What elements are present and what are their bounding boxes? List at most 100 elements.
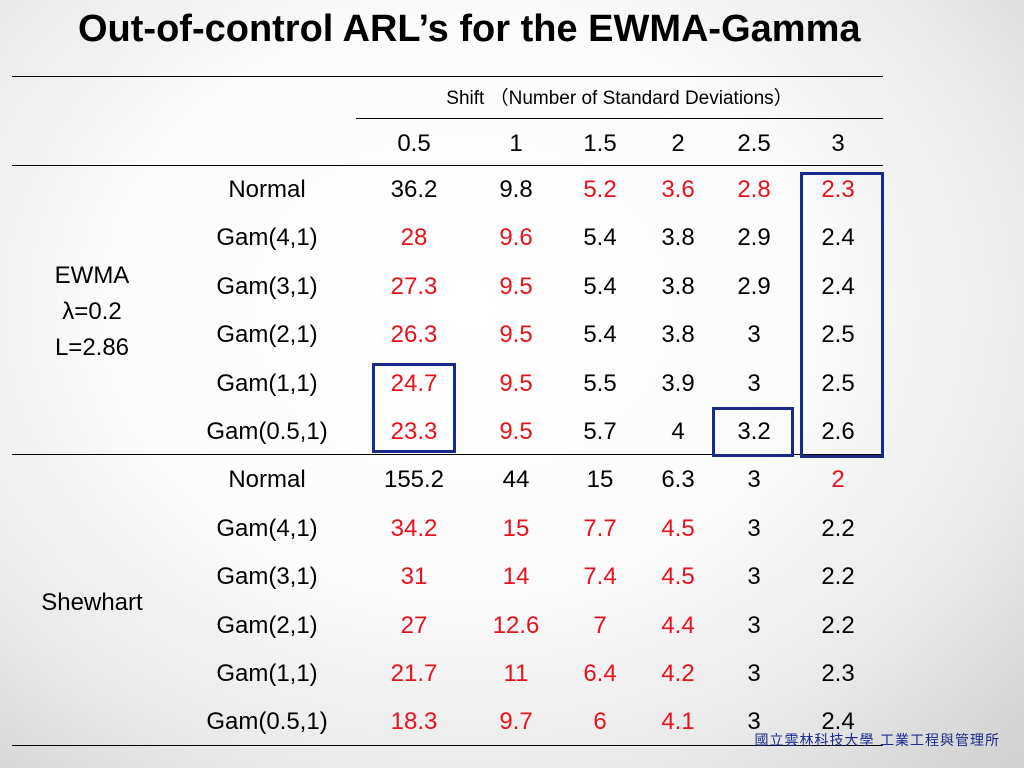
shift-col-header: 2.5 bbox=[737, 130, 771, 157]
arl-value-cell: 24.7 bbox=[390, 369, 438, 397]
arl-value-cell: 21.7 bbox=[390, 660, 438, 687]
highlight-box-col05 bbox=[372, 363, 456, 453]
arl-value-cell: 2.3 bbox=[821, 176, 855, 203]
arl-value-cell: 9.7 bbox=[499, 708, 533, 736]
arl-value-cell: 4.4 bbox=[661, 611, 695, 639]
arl-value-cell: 4 bbox=[671, 418, 685, 445]
arl-value-cell: 3 bbox=[747, 708, 761, 736]
arl-value-cell: 3.2 bbox=[737, 418, 771, 445]
arl-value-cell: 9.6 bbox=[499, 224, 533, 252]
arl-value-cell: 28 bbox=[400, 224, 428, 252]
arl-value-cell: 26.3 bbox=[390, 321, 438, 349]
group-label-line: λ=0.2 bbox=[62, 298, 122, 326]
arl-value-cell: 27.3 bbox=[390, 272, 438, 300]
arl-value-cell: 2.3 bbox=[821, 660, 855, 687]
arl-value-cell: 15 bbox=[586, 466, 614, 494]
arl-value-cell: 3 bbox=[747, 514, 761, 542]
shift-col-header: 2 bbox=[671, 130, 685, 157]
shift-col-header: 1 bbox=[509, 130, 523, 157]
shift-col-header: 0.5 bbox=[397, 130, 431, 157]
arl-value-cell: 9.5 bbox=[499, 418, 533, 445]
arl-value-cell: 2.9 bbox=[737, 272, 771, 300]
group-label-line: EWMA bbox=[54, 262, 130, 290]
arl-value-cell: 7.4 bbox=[583, 563, 617, 591]
shift-header: Shift （Number of Standard Deviations） bbox=[446, 88, 793, 109]
table-top-rule bbox=[12, 76, 883, 77]
arl-value-cell: 4.5 bbox=[661, 563, 695, 591]
row-label: Gam(2,1) bbox=[216, 611, 318, 639]
highlight-box-col3 bbox=[800, 172, 884, 458]
shift-header-rule bbox=[356, 118, 883, 119]
arl-value-cell: 3 bbox=[747, 660, 761, 687]
arl-value-cell: 155.2 bbox=[383, 466, 445, 494]
arl-value-cell: 4.1 bbox=[661, 708, 695, 736]
arl-value-cell: 2.5 bbox=[821, 369, 855, 397]
arl-value-cell: 3 bbox=[747, 611, 761, 639]
arl-value-cell: 2.5 bbox=[821, 321, 855, 349]
arl-value-cell: 9.8 bbox=[499, 176, 533, 203]
arl-value-cell: 3.6 bbox=[661, 176, 695, 203]
arl-value-cell: 9.5 bbox=[499, 272, 533, 300]
arl-value-cell: 11 bbox=[503, 660, 529, 687]
table-bottom-rule bbox=[12, 744, 883, 746]
arl-value-cell: 3 bbox=[747, 563, 761, 591]
arl-value-cell: 34.2 bbox=[390, 514, 438, 542]
arl-value-cell: 2.4 bbox=[821, 272, 855, 300]
group-label-line: L=2.86 bbox=[54, 334, 130, 362]
arl-value-cell: 3 bbox=[747, 466, 761, 494]
row-label: Gam(1,1) bbox=[216, 369, 318, 397]
row-label: Gam(3,1) bbox=[216, 563, 318, 591]
arl-value-cell: 2.9 bbox=[737, 224, 771, 252]
arl-value-cell: 3 bbox=[747, 369, 761, 397]
row-label: Normal bbox=[228, 176, 306, 203]
arl-value-cell: 2.6 bbox=[821, 418, 855, 445]
arl-value-cell: 15 bbox=[502, 514, 530, 542]
arl-value-cell: 3.8 bbox=[661, 224, 695, 252]
arl-value-cell: 36.2 bbox=[390, 176, 438, 203]
arl-value-cell: 44 bbox=[502, 466, 530, 494]
row-label: Gam(0.5,1) bbox=[206, 708, 328, 736]
arl-value-cell: 9.5 bbox=[499, 369, 533, 397]
arl-value-cell: 2.4 bbox=[821, 224, 855, 252]
arl-value-cell: 5.2 bbox=[583, 176, 617, 203]
arl-value-cell: 6 bbox=[593, 708, 607, 736]
arl-value-cell: 3.8 bbox=[661, 272, 695, 300]
arl-value-cell: 4.2 bbox=[661, 660, 695, 687]
arl-value-cell: 7.7 bbox=[583, 514, 617, 542]
arl-value-cell: 3.8 bbox=[661, 321, 695, 349]
row-label: Gam(4,1) bbox=[216, 514, 318, 542]
arl-value-cell: 5.4 bbox=[583, 272, 617, 300]
arl-value-cell: 5.4 bbox=[583, 224, 617, 252]
arl-value-cell: 9.5 bbox=[499, 321, 533, 349]
header-bottom-rule bbox=[12, 165, 883, 166]
arl-value-cell: 2 bbox=[831, 466, 845, 494]
shift-col-header: 3 bbox=[831, 130, 845, 157]
arl-value-cell: 6.4 bbox=[583, 660, 617, 687]
arl-value-cell: 6.3 bbox=[661, 466, 695, 494]
row-label: Gam(2,1) bbox=[216, 321, 318, 349]
arl-value-cell: 3 bbox=[747, 321, 761, 349]
arl-value-cell: 18.3 bbox=[390, 708, 438, 736]
row-label: Gam(3,1) bbox=[216, 272, 318, 300]
arl-value-cell: 23.3 bbox=[390, 418, 438, 445]
group-separator-rule bbox=[12, 454, 883, 456]
arl-value-cell: 2.2 bbox=[821, 514, 855, 542]
row-label: Gam(1,1) bbox=[216, 660, 318, 687]
shift-col-header: 1.5 bbox=[583, 130, 617, 157]
arl-value-cell: 2.2 bbox=[821, 611, 855, 639]
arl-value-cell: 5.7 bbox=[583, 418, 617, 445]
arl-value-cell: 2.8 bbox=[737, 176, 771, 203]
footer-institution: 國立雲林科技大學 工業工程與管理所 bbox=[754, 733, 1000, 749]
row-label: Gam(0.5,1) bbox=[206, 418, 328, 445]
arl-value-cell: 5.4 bbox=[583, 321, 617, 349]
row-label: Gam(4,1) bbox=[216, 224, 318, 252]
arl-value-cell: 27 bbox=[400, 611, 428, 639]
arl-value-cell: 31 bbox=[400, 563, 428, 591]
group-label-line: Shewhart bbox=[41, 588, 143, 616]
arl-value-cell: 4.5 bbox=[661, 514, 695, 542]
arl-value-cell: 5.5 bbox=[583, 369, 617, 397]
arl-value-cell: 7 bbox=[593, 611, 607, 639]
row-label: Normal bbox=[228, 466, 306, 494]
slide-title: Out-of-control ARL’s for the EWMA-Gamma bbox=[78, 8, 861, 50]
